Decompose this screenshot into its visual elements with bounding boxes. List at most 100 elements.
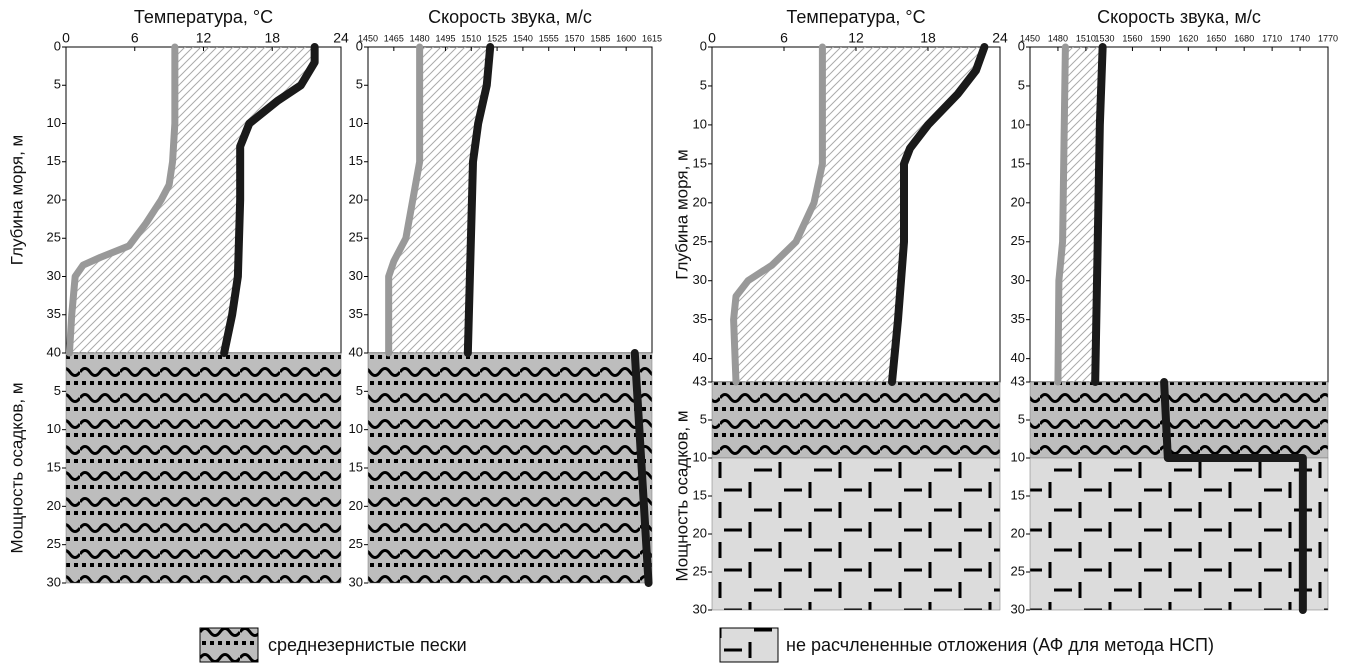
y-tick-label: 35 [47,306,61,321]
x-tick-label: 18 [264,30,280,46]
y-tick-label: 5 [356,77,363,92]
y-tick-label: 0 [700,38,707,53]
x-tick-label: 1495 [435,33,455,43]
sediment-layer [367,352,653,584]
y-tick-label: 10 [349,115,363,130]
hatch-fill [69,47,315,353]
y-tick-label: 20 [349,498,363,513]
y-tick-label: 35 [1011,311,1025,326]
sediment-layer [711,381,1001,459]
x-tick-label: 12 [848,30,864,46]
profile-line [1091,43,1107,386]
x-tick-label: 6 [780,30,788,46]
y-tick-label: 30 [693,272,707,287]
y-tick-label: 15 [349,153,363,168]
profile-line [888,43,989,386]
y-tick-label: 5 [1018,77,1025,92]
y-tick-label: 30 [693,601,707,616]
x-tick-label: 1570 [565,33,585,43]
x-tick-label: 1585 [590,33,610,43]
y-tick-label: 10 [693,449,707,464]
y-tick-label: 30 [47,268,61,283]
y-tick-label: 25 [349,536,363,551]
y-tick-label: 25 [693,233,707,248]
x-tick-label: 1525 [487,33,507,43]
x-tick-label: 1600 [616,33,636,43]
y-tick-label: 43 [693,373,707,388]
y-tick-label: 25 [47,536,61,551]
y-tick-label: 40 [47,344,61,359]
y-tick-label: 25 [47,230,61,245]
x-tick-label: 1710 [1262,33,1282,43]
x-tick-label: 1650 [1206,33,1226,43]
y-tick-label: 20 [47,498,61,513]
x-tick-label: 1770 [1318,33,1338,43]
y-tick-label: 25 [349,230,363,245]
x-tick-label: 1620 [1178,33,1198,43]
y-tick-label: 40 [349,344,363,359]
y-tick-label: 0 [54,38,61,53]
y-tick-label: 25 [693,563,707,578]
sediment-layer [1029,381,1329,459]
profile-line [1160,378,1307,614]
y-tick-label: 20 [47,191,61,206]
x-axis-title: Температура, °C [786,7,925,27]
x-tick-label: 1615 [642,33,662,43]
x-tick-label: 1465 [384,33,404,43]
profile-line [463,43,495,357]
y-tick-label: 43 [1011,373,1025,388]
x-tick-label: 1510 [1076,33,1096,43]
profile-line [65,43,179,357]
profile-line [1054,43,1069,386]
y-tick-label: 10 [47,115,61,130]
y-axis-title: Мощность осадков, м [672,410,691,581]
x-tick-label: 1510 [461,33,481,43]
x-tick-label: 0 [708,30,716,46]
y-tick-label: 15 [693,487,707,502]
legend-label: среднезернистые пески [268,635,467,655]
sediment-layer [1029,457,1329,611]
profile-line [730,43,826,386]
y-tick-label: 10 [1011,116,1025,131]
y-tick-label: 10 [1011,449,1025,464]
x-tick-label: 24 [333,30,349,46]
legend-label: не расчлененные отложения (АФ для метода… [786,635,1214,655]
y-tick-label: 15 [47,153,61,168]
y-tick-label: 20 [693,194,707,209]
y-tick-label: 20 [1011,525,1025,540]
y-tick-label: 40 [693,350,707,365]
profile-line [220,43,319,357]
x-tick-label: 1450 [358,33,378,43]
x-tick-label: 18 [920,30,936,46]
y-tick-label: 5 [700,77,707,92]
y-tick-label: 15 [1011,155,1025,170]
y-tick-label: 5 [54,77,61,92]
y-tick-label: 0 [356,38,363,53]
y-tick-label: 25 [1011,563,1025,578]
x-tick-label: 1590 [1150,33,1170,43]
x-tick-label: 0 [62,30,70,46]
x-tick-label: 24 [992,30,1008,46]
x-tick-label: 1450 [1020,33,1040,43]
x-tick-label: 1680 [1234,33,1254,43]
x-tick-label: 6 [131,30,139,46]
y-tick-label: 15 [1011,487,1025,502]
x-tick-label: 1540 [513,33,533,43]
hatch-fill [1057,47,1103,382]
y-tick-label: 30 [1011,601,1025,616]
y-axis-title: Глубина моря, м [672,149,691,279]
y-tick-label: 30 [349,268,363,283]
hatch-fill [388,47,491,353]
y-tick-label: 10 [47,421,61,436]
x-axis-title: Скорость звука, м/с [428,7,592,27]
y-tick-label: 5 [1018,411,1025,426]
x-tick-label: 1740 [1290,33,1310,43]
y-tick-label: 20 [1011,194,1025,209]
y-tick-label: 5 [54,383,61,398]
y-tick-label: 30 [47,574,61,589]
y-tick-label: 35 [693,311,707,326]
y-tick-label: 25 [1011,233,1025,248]
x-tick-label: 1530 [1094,33,1114,43]
x-tick-label: 12 [196,30,212,46]
y-axis-title: Мощность осадков, м [7,382,26,553]
